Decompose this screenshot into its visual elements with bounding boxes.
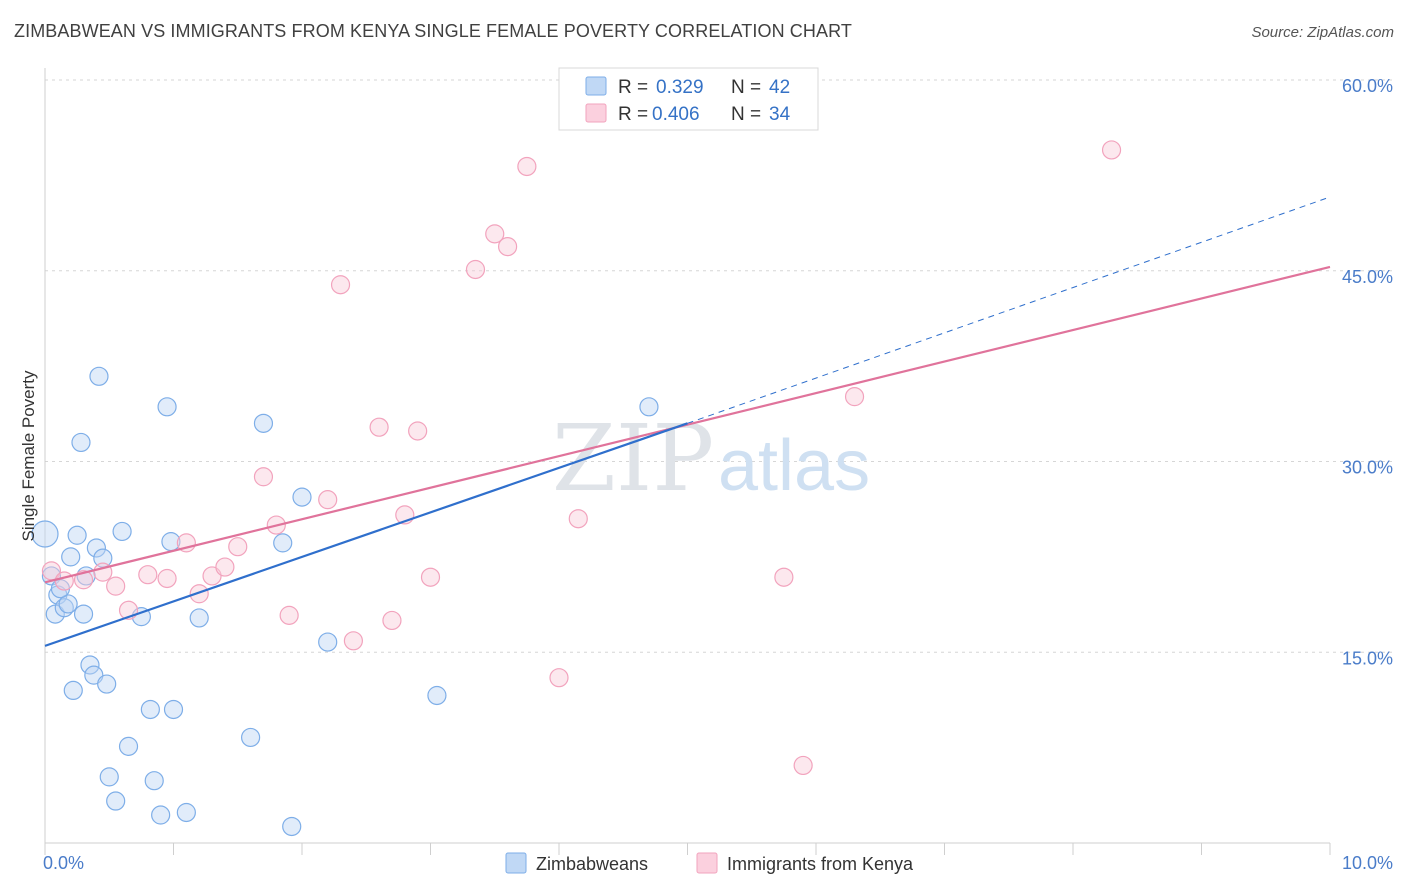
data-point[interactable] <box>253 413 274 433</box>
data-point[interactable] <box>241 727 261 748</box>
data-point[interactable] <box>73 604 94 624</box>
data-point[interactable] <box>106 791 126 811</box>
data-point[interactable] <box>427 685 447 706</box>
data-point[interactable] <box>273 533 293 553</box>
data-point[interactable] <box>73 570 94 590</box>
legend-n-label-2: N = <box>731 104 761 125</box>
data-point[interactable] <box>97 674 117 694</box>
y-axis-label: Single Female Poverty <box>19 370 38 542</box>
data-point[interactable] <box>112 521 132 542</box>
data-point[interactable] <box>31 520 59 548</box>
x-tick-max: 10.0% <box>1342 853 1393 873</box>
data-point[interactable] <box>844 387 865 407</box>
data-point[interactable] <box>639 397 659 417</box>
trend-line-kenya <box>44 265 1331 584</box>
data-point[interactable] <box>189 584 209 604</box>
data-point[interactable] <box>176 802 196 823</box>
legend-n-value-1: 42 <box>769 77 790 98</box>
source-label[interactable]: Source: ZipAtlas.com <box>1251 24 1394 41</box>
legend-r-value-2: 0.406 <box>652 104 700 125</box>
trend-lines <box>44 196 1331 647</box>
data-point[interactable] <box>61 547 81 567</box>
trend-line-zimbabweans <box>44 422 688 647</box>
data-point[interactable] <box>189 608 209 628</box>
y-tick-label-60: 60.0% <box>1342 76 1393 96</box>
data-point[interactable] <box>420 567 441 587</box>
data-point[interactable] <box>58 594 78 614</box>
data-point[interactable] <box>163 699 184 720</box>
data-point[interactable] <box>140 699 160 720</box>
legend-swatch-zimbabweans <box>585 76 607 96</box>
watermark-zip: ZIP <box>552 405 714 512</box>
grid-lines <box>45 79 1393 653</box>
legend-r-label-1: R = <box>618 77 648 98</box>
data-point[interactable] <box>369 417 389 437</box>
data-point[interactable] <box>793 755 813 776</box>
data-point[interactable] <box>228 537 248 557</box>
bottom-legend-swatch-zimbabweans[interactable] <box>505 852 527 874</box>
data-point[interactable] <box>1101 140 1122 160</box>
data-point[interactable] <box>54 598 74 618</box>
data-point[interactable] <box>517 156 537 177</box>
data-point[interactable] <box>498 236 518 257</box>
data-point[interactable] <box>63 680 83 701</box>
data-point[interactable] <box>80 655 100 675</box>
data-point[interactable] <box>157 568 177 589</box>
y-tick-labels: 15.0% 30.0% 45.0% 60.0% <box>1342 76 1393 668</box>
y-tick-label-30: 30.0% <box>1342 458 1393 478</box>
data-point[interactable] <box>330 275 351 295</box>
legend-n-label-1: N = <box>731 77 761 98</box>
chart-title: ZIMBABWEAN VS IMMIGRANTS FROM KENYA SING… <box>14 21 852 41</box>
legend-r-label-2: R = <box>618 104 648 125</box>
y-tick-label-15: 15.0% <box>1342 648 1393 668</box>
data-point[interactable] <box>279 605 299 625</box>
data-point[interactable] <box>144 771 164 791</box>
data-point[interactable] <box>118 736 139 756</box>
data-point[interactable] <box>465 259 486 280</box>
data-point[interactable] <box>408 421 428 441</box>
data-point[interactable] <box>215 557 235 577</box>
data-point[interactable] <box>382 610 402 631</box>
stats-legend: R = 0.329 N = 42 R = 0.406 N = 34 <box>558 67 819 131</box>
data-point[interactable] <box>253 467 274 487</box>
data-point[interactable] <box>138 565 158 585</box>
y-tick-label-45: 45.0% <box>1342 267 1393 287</box>
data-point[interactable] <box>485 224 505 244</box>
legend-r-value-1: 0.329 <box>656 77 704 98</box>
legend-n-value-2: 34 <box>769 104 791 125</box>
data-point[interactable] <box>157 397 177 417</box>
data-point[interactable] <box>282 816 302 837</box>
data-point[interactable] <box>774 567 794 587</box>
data-point[interactable] <box>71 432 91 453</box>
x-tick-min: 0.0% <box>43 853 84 873</box>
bottom-legend-label-zimbabweans[interactable]: Zimbabweans <box>536 854 648 874</box>
data-point[interactable] <box>318 490 338 510</box>
data-point[interactable] <box>568 509 588 529</box>
data-point[interactable] <box>89 366 109 386</box>
trend-line-zimbabweans-extension <box>687 196 1331 424</box>
bottom-legend-label-kenya[interactable]: Immigrants from Kenya <box>727 854 914 874</box>
data-point[interactable] <box>67 525 87 545</box>
bottom-legend-swatch-kenya[interactable] <box>696 852 718 874</box>
data-point[interactable] <box>99 767 119 787</box>
watermark-atlas: atlas <box>718 426 870 506</box>
legend-swatch-kenya <box>585 103 607 123</box>
data-point[interactable] <box>106 576 126 596</box>
axes <box>44 68 1331 855</box>
data-point[interactable] <box>54 571 74 591</box>
data-point[interactable] <box>343 631 363 651</box>
data-point[interactable] <box>86 538 107 558</box>
data-point[interactable] <box>549 668 569 688</box>
data-point[interactable] <box>292 487 312 507</box>
series-legend: Zimbabweans Immigrants from Kenya <box>505 852 914 874</box>
data-point[interactable] <box>151 805 171 825</box>
data-point[interactable] <box>318 632 338 652</box>
